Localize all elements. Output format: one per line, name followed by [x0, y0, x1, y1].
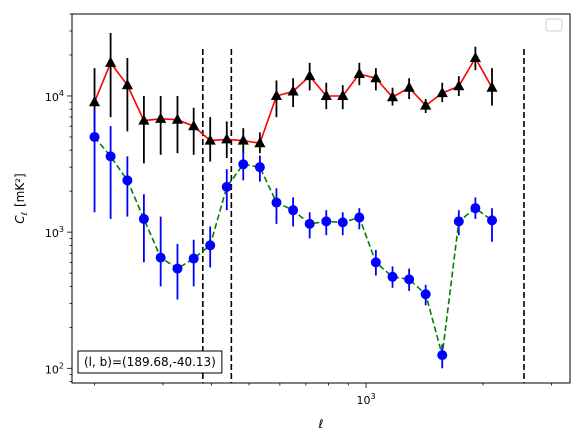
triangle-marker	[88, 96, 101, 107]
circle-marker	[288, 205, 299, 216]
circle-marker	[387, 271, 398, 282]
series-layer	[88, 33, 498, 369]
circle-marker	[321, 216, 332, 227]
annotation-text: (l, b)=(189.68,-40.13)	[84, 355, 216, 369]
circle-marker	[404, 274, 415, 285]
triangle-marker	[420, 99, 432, 110]
triangle-marker	[320, 89, 332, 101]
circle-marker	[89, 131, 100, 142]
triangle-marker	[270, 89, 283, 101]
circle-marker	[420, 289, 431, 300]
triangle-marker	[337, 89, 349, 101]
triangle-marker	[436, 86, 448, 98]
series-2	[89, 109, 498, 369]
triangle-marker	[155, 112, 167, 123]
annotation-box	[77, 350, 223, 374]
circle-marker	[155, 252, 166, 263]
circle-marker	[370, 257, 381, 268]
circle-marker	[337, 217, 348, 228]
triangle-marker	[287, 85, 299, 96]
triangle-marker	[237, 134, 249, 145]
triangle-marker	[370, 72, 382, 83]
y-tick-label-base: 10	[45, 363, 59, 376]
circle-marker	[172, 263, 183, 274]
triangle-marker	[403, 81, 415, 92]
x-tick-label: 103	[356, 392, 375, 407]
annotation: (l, b)=(189.68,-40.13)	[77, 350, 223, 374]
triangle-marker	[353, 67, 365, 79]
circle-marker	[238, 159, 249, 170]
x-axis-label-text: ℓ	[318, 417, 324, 431]
triangle-marker	[469, 51, 481, 63]
y-tick-label: 103	[45, 225, 64, 240]
circle-marker	[437, 350, 448, 361]
circle-marker	[221, 181, 232, 192]
y-axis-label-unit: [mK²]	[13, 173, 27, 207]
y-tick-label-base: 10	[45, 91, 59, 104]
plot-frame	[71, 13, 571, 384]
y-tick-label-base: 10	[45, 227, 59, 240]
y-axis-label-sub: ℓ	[20, 212, 29, 216]
y-axis-label: Cℓ [mK²]	[13, 173, 29, 223]
triangle-marker	[486, 81, 498, 92]
y-tick-label-exponent: 3	[59, 225, 64, 234]
triangle-marker	[171, 113, 184, 124]
circle-marker	[304, 218, 315, 229]
circle-marker	[354, 212, 365, 223]
x-tick-label-exponent: 3	[370, 392, 375, 401]
circle-marker	[205, 240, 216, 251]
triangle-marker	[221, 133, 233, 144]
triangle-marker	[121, 78, 133, 90]
triangle-marker	[188, 119, 200, 131]
y-tick-label-exponent: 2	[59, 361, 64, 370]
y-tick-label: 104	[45, 89, 64, 104]
vertical-lines	[202, 49, 525, 383]
x-tick-label-base: 10	[356, 394, 370, 407]
circle-marker	[138, 213, 149, 224]
circle-marker	[105, 151, 116, 162]
y-axis-label-main: C	[13, 215, 27, 224]
circle-marker	[254, 162, 265, 173]
x-axis-label: ℓ	[318, 417, 324, 431]
triangle-marker	[105, 56, 117, 67]
triangle-marker	[453, 79, 465, 91]
circle-marker	[122, 175, 133, 186]
plot-area	[72, 14, 570, 383]
circle-marker	[188, 253, 199, 264]
circle-marker	[487, 215, 498, 226]
y-tick-label: 102	[45, 361, 64, 376]
series-1	[88, 33, 498, 164]
triangle-marker	[138, 114, 150, 125]
circle-marker	[453, 216, 464, 227]
triangle-marker	[304, 69, 316, 81]
legend	[545, 18, 563, 32]
triangle-marker	[386, 90, 399, 102]
triangle-marker	[204, 134, 216, 145]
y-tick-label-exponent: 4	[59, 89, 64, 98]
circle-marker	[470, 203, 481, 214]
circle-marker	[271, 197, 282, 208]
triangle-marker	[254, 136, 266, 148]
